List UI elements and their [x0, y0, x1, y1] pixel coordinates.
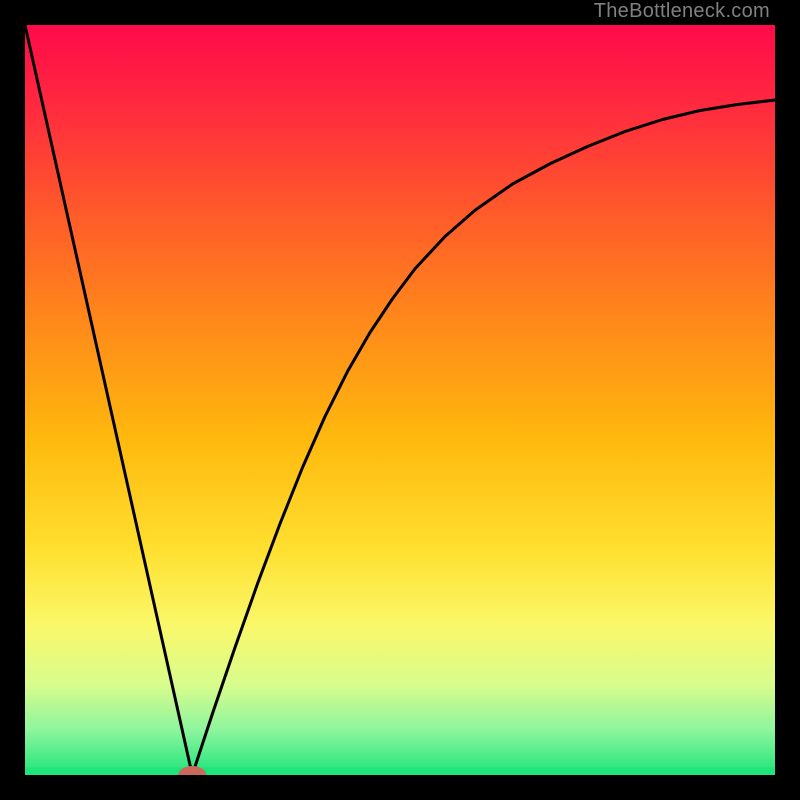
- bottom-band: [25, 768, 775, 776]
- chart-container: TheBottleneck.com: [0, 0, 800, 800]
- plot-area: [25, 25, 775, 775]
- gradient-background: [25, 25, 775, 775]
- watermark-text: TheBottleneck.com: [594, 0, 770, 23]
